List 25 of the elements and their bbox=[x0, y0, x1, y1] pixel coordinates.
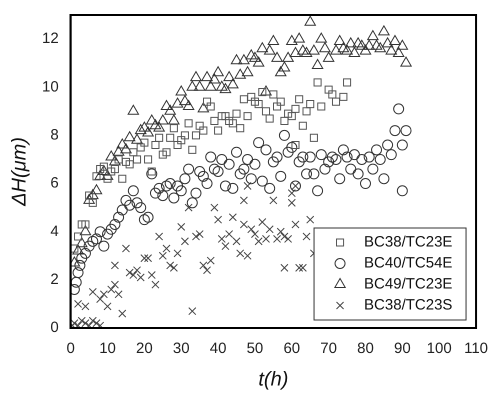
x-tick-label: 50 bbox=[246, 340, 264, 358]
y-tick-label: 6 bbox=[50, 174, 59, 192]
x-tick-label: 80 bbox=[357, 340, 374, 358]
x-tick-label: 110 bbox=[464, 340, 488, 358]
x-tick-label: 70 bbox=[320, 340, 337, 358]
y-tick-label: 4 bbox=[50, 222, 59, 240]
x-tick-label: 0 bbox=[66, 340, 75, 358]
x-tick-label: 10 bbox=[99, 340, 116, 358]
legend-label: BC38/TC23E bbox=[364, 234, 452, 251]
legend-label: BC38/TC23S bbox=[364, 296, 452, 314]
y-tick-label: 10 bbox=[42, 78, 59, 96]
x-tick-label: 60 bbox=[283, 340, 300, 358]
legend-label: BC49/TC23E bbox=[364, 276, 452, 293]
y-axis-title: ΔH(μm) bbox=[8, 137, 31, 207]
x-tick-label: 90 bbox=[394, 340, 411, 358]
y-tick-label: 8 bbox=[50, 126, 59, 144]
x-tick-label: 30 bbox=[172, 340, 190, 358]
x-tick-label: 20 bbox=[136, 340, 153, 358]
x-tick-label: 100 bbox=[426, 340, 452, 358]
x-tick-label: 40 bbox=[210, 340, 226, 358]
y-tick-label: 2 bbox=[50, 270, 59, 288]
x-axis-title: t(h) bbox=[258, 368, 288, 391]
y-tick-label: 12 bbox=[42, 30, 59, 48]
y-tick-label: 0 bbox=[50, 319, 59, 336]
legend-label: BC40/TC54E bbox=[364, 254, 452, 272]
